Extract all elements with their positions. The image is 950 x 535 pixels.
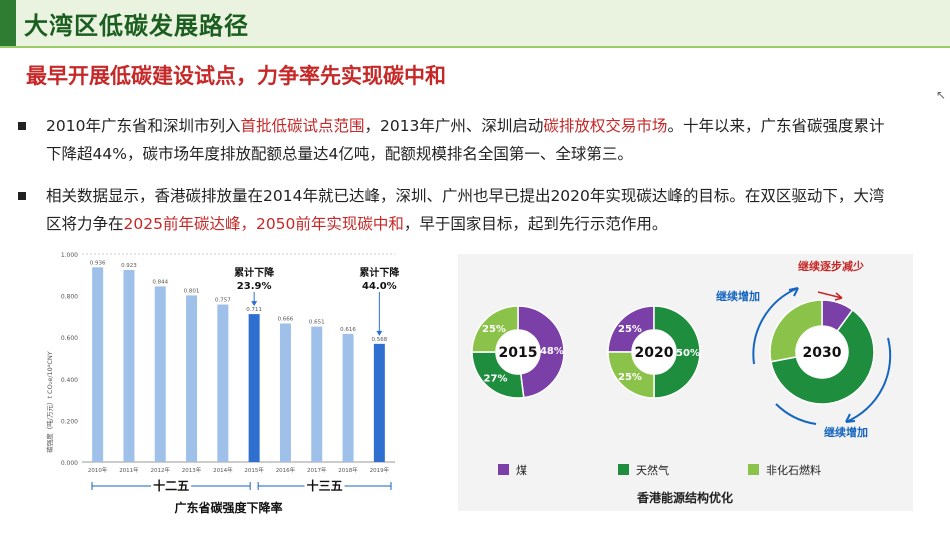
- donut-chart-title: 香港能源结构优化: [636, 491, 733, 505]
- bar-value-label: 0.757: [215, 298, 231, 304]
- donut-year-label: 2020: [635, 345, 674, 361]
- bullet-square-icon: [18, 192, 26, 200]
- x-tick-label: 2010年: [88, 466, 108, 474]
- bullet-2: 相关数据显示，香港碳排放量在2014年就已达峰，深圳、广州也早已提出2020年实…: [18, 182, 898, 238]
- mouse-cursor-icon: ↖: [936, 88, 947, 102]
- legend-swatch: [618, 464, 629, 475]
- y-tick-label: 0.600: [61, 335, 78, 342]
- note-increase-top-label: 继续增加: [716, 289, 760, 303]
- bar: [373, 343, 385, 462]
- x-tick-label: 2019年: [370, 466, 390, 474]
- energy-structure-panel: 48% 27% 25% 2015 25% 50% 25% 2020 2030 继续逐步减少继续增加…: [458, 254, 913, 511]
- bar: [248, 314, 260, 462]
- y-tick-label: 1.000: [61, 252, 78, 259]
- donut-year-label: 2030: [803, 345, 842, 361]
- donut-hole: [632, 330, 676, 374]
- bar-value-label: 0.568: [371, 337, 387, 343]
- period-label-bg: [304, 478, 345, 494]
- bar-chart-title: 广东省碳强度下降率: [174, 500, 282, 515]
- annotation-label: 累计下降: [359, 266, 400, 279]
- bar-value-label: 0.844: [152, 279, 168, 285]
- bullet-1-text: 2010年广东省和深圳市列入首批低碳试点范围，2013年广州、深圳启动碳排放权交…: [46, 117, 885, 163]
- x-tick-label: 2012年: [151, 466, 171, 474]
- note-reduce-label: 继续逐步减少: [798, 259, 864, 273]
- x-tick-label: 2016年: [276, 466, 296, 474]
- donut-percent-label: 50%: [676, 348, 700, 359]
- x-tick-label: 2011年: [119, 466, 139, 474]
- x-tick-label: 2018年: [338, 466, 358, 474]
- bar-value-label: 0.616: [340, 327, 356, 333]
- reduce-arrowhead: [834, 292, 843, 301]
- reduce-arrow: [817, 291, 843, 299]
- annotation-arrowhead: [251, 301, 258, 307]
- donut-percent-label: 48%: [540, 346, 564, 357]
- title-accent: [0, 0, 16, 46]
- donut-percent-label: 25%: [482, 324, 506, 335]
- legend-label: 天然气: [636, 463, 669, 477]
- bullet-1: 2010年广东省和深圳市列入首批低碳试点范围，2013年广州、深圳启动碳排放权交…: [18, 112, 898, 168]
- bar-value-label: 0.711: [246, 307, 262, 313]
- period-label: 十三五: [307, 478, 343, 493]
- increase-arrowhead-right: [845, 413, 856, 423]
- bar: [123, 270, 135, 462]
- bar: [186, 295, 198, 462]
- y-tick-label: 0.400: [61, 377, 78, 384]
- donut-percent-label: 27%: [484, 374, 508, 385]
- annotation-label: 累计下降: [234, 266, 275, 279]
- bar-value-label: 0.666: [278, 316, 294, 322]
- note-increase-bottom-label: 继续增加: [824, 425, 868, 439]
- y-tick-label: 0.000: [61, 460, 78, 467]
- carbon-intensity-bar-chart: 0.000 0.200 0.400 0.600 0.800 1.000 碳强度（吨/万元）t…: [45, 252, 400, 515]
- annotation-value: 23.9%: [237, 281, 272, 292]
- y-axis-label: 碳强度（吨/万元）t CO₂e/10⁴CNY: [45, 351, 54, 453]
- x-tick-label: 2015年: [244, 466, 264, 474]
- bullet-2-text: 相关数据显示，香港碳排放量在2014年就已达峰，深圳、广州也早已提出2020年实…: [46, 187, 885, 233]
- bullet-square-icon: [18, 122, 26, 130]
- x-tick-label: 2014年: [213, 466, 233, 474]
- increase-arrowhead-left: [788, 287, 799, 297]
- title-bar: [0, 0, 950, 46]
- donut-year-label: 2015: [499, 345, 538, 361]
- donut-percent-label: 25%: [618, 372, 642, 383]
- donut-slice: [517, 305, 565, 399]
- page-title: 大湾区低碳发展路径: [24, 12, 249, 40]
- energy-donut-charts: 48% 27% 25% 2015 25% 50% 25% 2020 2030 继续逐步减少继续增加…: [471, 259, 892, 477]
- bar-value-label: 0.936: [90, 260, 106, 266]
- y-tick-label: 0.200: [61, 418, 78, 425]
- bar-value-label: 0.923: [121, 263, 137, 269]
- donut-percent-label: 25%: [618, 324, 642, 335]
- legend-swatch: [498, 464, 509, 475]
- legend-label: 非化石燃料: [766, 463, 821, 477]
- increase-arc-left: [752, 287, 799, 365]
- donut-hole: [496, 330, 540, 374]
- legend-label: 煤: [516, 464, 527, 477]
- legend-swatch: [748, 464, 759, 475]
- donut-hole: [796, 326, 848, 378]
- y-tick-label: 0.800: [61, 294, 78, 301]
- bar-value-label: 0.801: [184, 288, 200, 294]
- annotation-value: 44.0%: [362, 281, 397, 292]
- bar: [154, 286, 166, 462]
- title-divider: [0, 46, 950, 48]
- increase-arc-right: [845, 337, 892, 423]
- period-label-bg: [151, 478, 192, 494]
- increase-arc-bottom: [775, 403, 817, 425]
- bar: [92, 267, 104, 462]
- bar: [342, 333, 354, 462]
- bar: [279, 323, 291, 462]
- bar: [311, 326, 323, 462]
- period-label: 十二五: [153, 478, 189, 493]
- bar: [217, 304, 229, 462]
- x-tick-label: 2013年: [182, 466, 202, 474]
- annotation-arrowhead: [376, 330, 383, 336]
- x-tick-label: 2017年: [307, 466, 327, 474]
- bar-value-label: 0.651: [309, 320, 325, 326]
- slide-subtitle: 最早开展低碳建设试点，力争率先实现碳中和: [26, 64, 446, 88]
